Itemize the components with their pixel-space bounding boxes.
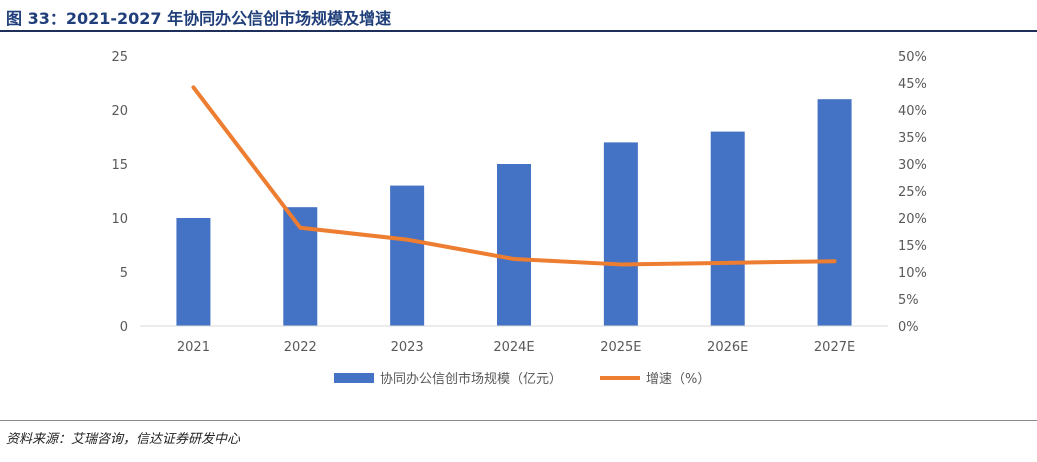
x-tick-label: 2026E (707, 340, 748, 355)
growth-point (726, 261, 730, 265)
x-tick-label: 2027E (814, 340, 855, 355)
bar-series (176, 99, 852, 326)
right-tick-label: 25% (898, 185, 927, 200)
x-tick-label: 2021 (177, 340, 210, 355)
right-tick-label: 15% (898, 239, 927, 254)
growth-point (833, 259, 837, 263)
right-tick-label: 50% (898, 50, 927, 65)
growth-point (512, 257, 516, 261)
right-tick-label: 20% (898, 212, 927, 227)
bar (176, 218, 211, 326)
left-tick-label: 15 (111, 158, 128, 173)
right-tick-label: 0% (898, 320, 919, 335)
right-tick-label: 35% (898, 131, 927, 146)
source-note: 资料来源：艾瑞咨询，信达证券研发中心 (6, 432, 241, 447)
left-tick-label: 5 (120, 266, 128, 281)
legend-label-line: 增速（%） (646, 372, 710, 387)
x-axis-ticks: 2021 2022 2023 2024E 2025E 2026E 2027E (177, 340, 855, 355)
bar (710, 131, 745, 326)
right-tick-label: 45% (898, 77, 927, 92)
title-bar: 图 33：2021-2027 年协同办公信创市场规模及增速 (0, 0, 1037, 32)
right-tick-label: 5% (898, 293, 919, 308)
left-tick-label: 25 (111, 50, 128, 65)
bar (497, 164, 531, 326)
right-axis-ticks: 0% 5% 10% 15% 20% 25% 30% 35% 40% 45% 50% (898, 50, 927, 335)
legend-label-bar: 协同办公信创市场规模（亿元） (380, 371, 562, 387)
right-tick-label: 40% (898, 104, 927, 119)
right-tick-label: 30% (898, 158, 927, 173)
left-tick-label: 0 (120, 320, 128, 335)
right-tick-label: 10% (898, 266, 927, 281)
source-divider (0, 420, 1037, 421)
growth-point (191, 85, 195, 89)
left-tick-label: 10 (111, 212, 128, 227)
x-tick-label: 2023 (391, 340, 424, 355)
chart: 0 5 10 15 20 25 0% 5% 10% 15% 20% 25% 30% 35% 40% 45% 5… (111, 50, 927, 387)
bar (603, 142, 638, 326)
line-series (191, 85, 837, 267)
legend: 协同办公信创市场规模（亿元） 增速（%） (334, 371, 710, 387)
x-tick-label: 2025E (600, 340, 641, 355)
legend-swatch-bar (334, 373, 374, 383)
growth-point (298, 226, 302, 230)
growth-point (619, 262, 623, 266)
chart-title: 图 33：2021-2027 年协同办公信创市场规模及增速 (6, 9, 392, 28)
x-tick-label: 2022 (284, 340, 317, 355)
left-tick-label: 20 (111, 104, 128, 119)
left-axis-ticks: 0 5 10 15 20 25 (111, 50, 128, 335)
x-tick-label: 2024E (493, 340, 534, 355)
bar (817, 99, 852, 326)
growth-point (405, 238, 409, 242)
bar (390, 185, 425, 326)
